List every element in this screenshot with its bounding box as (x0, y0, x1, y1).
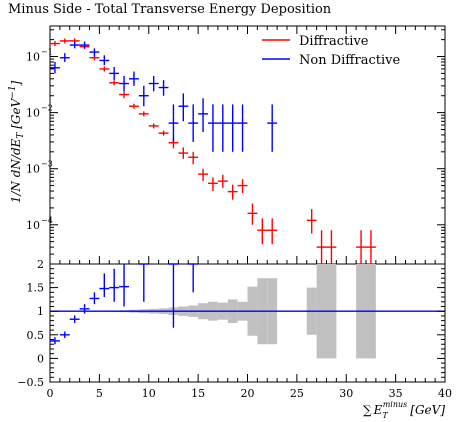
lower-y-tick-label: 2 (37, 258, 44, 271)
upper-point-diffractive (50, 41, 60, 47)
upper-point-diffractive (227, 184, 238, 200)
lower-data-layer (50, 263, 199, 345)
ratio-point-non-diffractive (79, 304, 90, 314)
upper-point-diffractive (267, 218, 278, 245)
lower-y-tick-label: 1 (37, 305, 44, 318)
upper-y-tick-exponent: −1 (41, 48, 53, 57)
legend: Diffractive Non Diffractive (262, 34, 400, 68)
upper-point-non-diffractive (227, 104, 238, 152)
x-tick-label: 10 (142, 387, 156, 400)
upper-y-tick-exponent: −3 (41, 160, 53, 169)
upper-point-diffractive (237, 179, 248, 193)
upper-point-non-diffractive (158, 80, 169, 96)
legend-label-diffractive: Diffractive (299, 34, 369, 49)
x-tick-label: 15 (191, 387, 205, 400)
upper-point-diffractive (178, 147, 189, 159)
x-axis-label: ∑ ETminus [GeV] (363, 400, 445, 420)
upper-point-diffractive (129, 103, 139, 109)
lower-y-tick-label: −0.5 (17, 376, 44, 389)
upper-point-non-diffractive (79, 41, 90, 49)
upper-point-non-diffractive (99, 55, 110, 66)
upper-point-non-diffractive (178, 93, 189, 122)
upper-point-non-diffractive (50, 61, 60, 74)
upper-point-non-diffractive (148, 75, 159, 92)
upper-point-diffractive (59, 38, 70, 44)
upper-point-non-diffractive (109, 67, 120, 81)
upper-point-non-diffractive (119, 75, 129, 92)
x-tick-label: 25 (290, 387, 304, 400)
upper-point-diffractive (217, 174, 228, 189)
upper-point-non-diffractive (188, 104, 199, 142)
upper-data-layer (50, 38, 376, 264)
upper-point-diffractive (158, 130, 169, 136)
upper-point-non-diffractive (217, 104, 228, 152)
x-tick-label: 35 (389, 387, 403, 400)
upper-point-diffractive (247, 203, 258, 225)
upper-point-non-diffractive (208, 104, 218, 152)
lower-y-tick-label: 1.5 (27, 282, 45, 295)
upper-point-diffractive (198, 168, 208, 182)
upper-point-non-diffractive (198, 98, 208, 133)
upper-point-non-diffractive (267, 104, 278, 152)
ratio-point-non-diffractive (50, 337, 60, 345)
upper-point-diffractive (208, 177, 218, 192)
x-tick-label: 5 (96, 387, 103, 400)
upper-y-tick-label: 10 (26, 107, 40, 120)
x-tick-label: 0 (47, 387, 54, 400)
x-tick-label: 40 (438, 387, 452, 400)
ratio-point-non-diffractive (188, 263, 199, 293)
upper-point-diffractive (306, 209, 317, 234)
ratio-point-non-diffractive (59, 331, 70, 339)
ratio-point-non-diffractive (69, 315, 80, 323)
lower-y-tick-label: 0 (37, 352, 44, 365)
upper-y-tick-label: 10 (26, 163, 40, 176)
upper-point-diffractive (119, 91, 129, 99)
upper-point-non-diffractive (89, 48, 100, 57)
upper-point-diffractive (257, 218, 268, 245)
x-tick-label: 20 (241, 387, 255, 400)
upper-point-diffractive (148, 123, 159, 129)
upper-point-diffractive (356, 230, 366, 264)
chart-title: Minus Side - Total Transverse Energy Dep… (8, 2, 332, 17)
ratio-point-non-diffractive (168, 263, 179, 328)
upper-point-diffractive (316, 230, 327, 264)
ratio-point-non-diffractive (99, 273, 110, 298)
ratio-point-non-diffractive (109, 268, 120, 302)
upper-point-diffractive (138, 111, 149, 117)
upper-y-tick-exponent: −2 (41, 104, 53, 113)
upper-point-non-diffractive (168, 104, 179, 142)
upper-point-diffractive (326, 230, 337, 264)
upper-point-diffractive (188, 151, 199, 165)
upper-point-diffractive (109, 80, 120, 86)
upper-point-non-diffractive (237, 104, 248, 152)
upper-point-non-diffractive (138, 85, 149, 107)
ratio-point-non-diffractive (89, 292, 100, 305)
y-axis-label: 1/N dN/dET [GeV−1] (8, 80, 26, 203)
upper-y-tick-label: 10 (26, 219, 40, 232)
upper-point-diffractive (99, 66, 110, 72)
upper-y-tick-exponent: −4 (41, 216, 53, 225)
upper-point-non-diffractive (69, 41, 80, 49)
lower-y-tick-label: 0.5 (27, 329, 45, 342)
ratio-point-non-diffractive (138, 263, 149, 302)
upper-y-tick-label: 10 (26, 51, 40, 64)
ratio-point-non-diffractive (119, 264, 129, 307)
upper-point-diffractive (366, 230, 376, 264)
upper-point-non-diffractive (129, 71, 139, 86)
x-tick-label: 30 (339, 387, 353, 400)
upper-point-non-diffractive (59, 53, 70, 62)
legend-label-non-diffractive: Non Diffractive (299, 53, 400, 68)
